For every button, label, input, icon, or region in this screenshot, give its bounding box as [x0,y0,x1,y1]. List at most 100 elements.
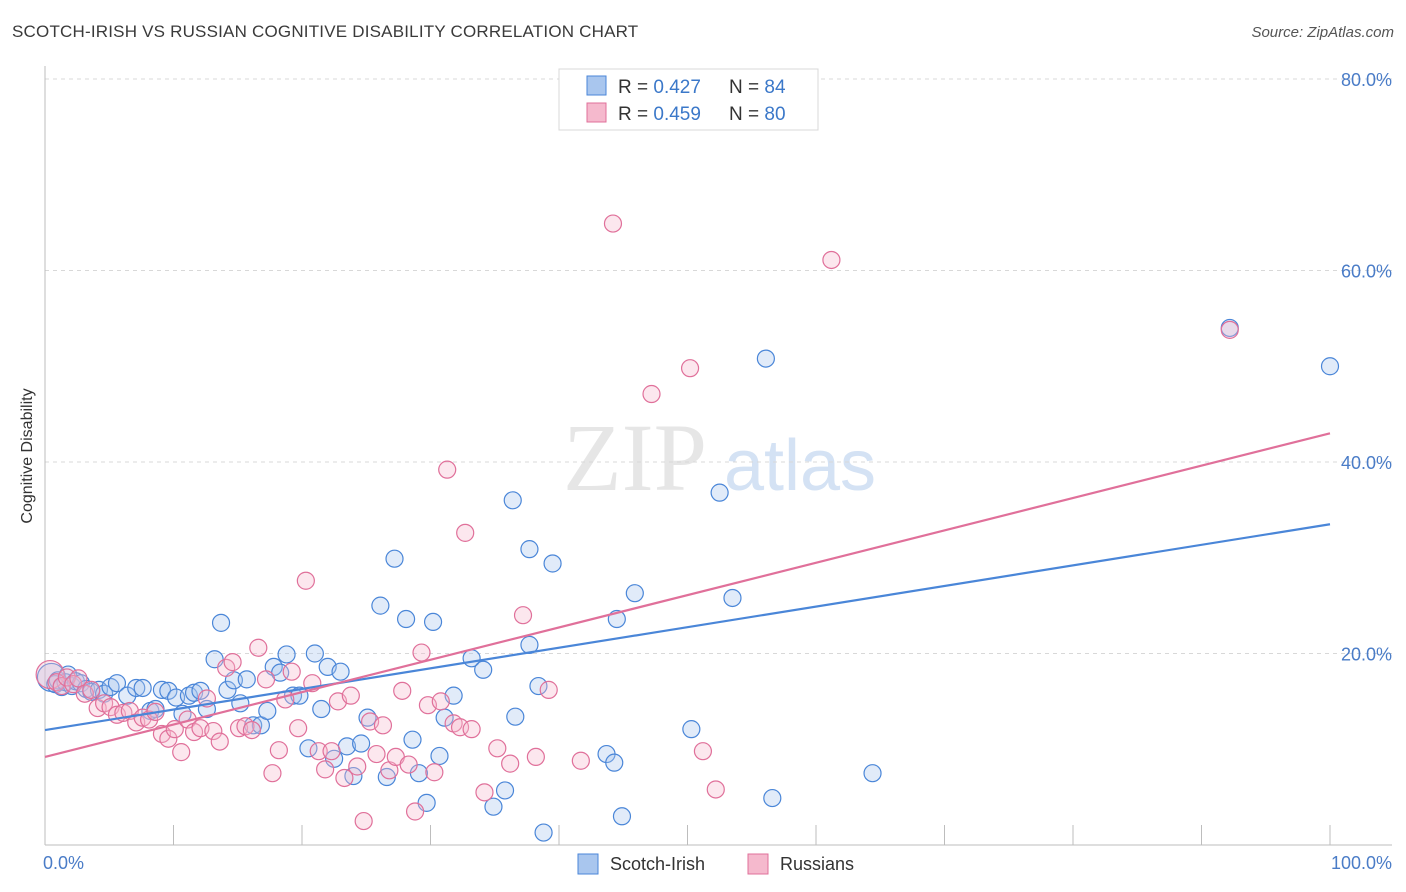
russians-point [706,780,725,799]
scotch-irish-point [506,707,525,726]
russians-point [539,680,558,699]
bottom-swatch-russians [747,853,769,875]
scotch-irish-point [299,739,318,758]
russians-point [69,669,88,688]
scotch-irish-point [152,680,172,699]
russians-point [263,764,282,783]
scotch-irish-point [403,730,422,749]
russians-point [341,686,360,705]
russians-point [223,653,242,672]
scotch-irish-point [723,588,742,608]
trend-lines [44,432,1331,758]
russians-point [249,638,268,657]
russians-point [425,763,444,782]
russians-point [450,718,470,737]
series-legend: Scotch-Irish Russians [577,853,854,875]
russians-point [367,744,386,764]
scotch-irish-point [495,781,515,800]
legend-r-value-2: 0.459 [653,104,701,125]
scotch-irish-point [258,701,277,721]
scotch-irish-point [344,766,363,786]
russians-point [822,250,841,270]
scotch-irish-point [503,491,522,510]
russians-point [335,768,354,788]
tick-labels: 20.0% 40.0% 60.0% 80.0% 0.0% 100.0% [43,70,1392,873]
russians-point [431,692,450,711]
watermark-zip: ZIP [563,404,707,511]
scotch-irish-point [352,734,371,753]
legend-r-value-1: 0.427 [653,77,701,98]
scotch-irish-point [534,823,553,842]
y-tick-label: 40.0% [1341,453,1392,473]
russians-point [501,754,520,773]
bottom-swatch-scotch-irish [577,853,599,875]
russians-point [289,719,308,738]
russians-point [269,741,288,760]
scotch-irish-point [107,674,127,693]
russians-point [348,757,367,776]
chart-title: SCOTCH-IRISH VS RUSSIAN COGNITIVE DISABI… [12,22,639,41]
scotch-irish-point [682,720,701,739]
legend-n-label-1: N = [729,77,764,98]
scotch-irish-point [305,644,324,663]
watermark-atlas: atlas [724,426,876,506]
legend-swatch-scotch-irish [586,75,607,96]
scotch-irish-point [430,746,449,766]
russians-point [82,680,101,699]
russians-point [373,716,393,735]
scotch-irish-point [371,596,390,615]
scotch-irish-point [763,788,782,808]
russians-point [309,742,328,761]
scotch-irish-point [423,612,443,632]
russians-point [475,783,494,802]
russians-points [35,214,1239,831]
russians-point [488,739,507,758]
svg-text:R = 0.459: R = 0.459 [618,104,701,125]
y-tick-label: 60.0% [1341,262,1392,282]
legend-n-label-2: N = [729,104,764,125]
legend-n-value-1: 84 [764,77,786,98]
russians-point [256,670,276,689]
scotch-irish-point [625,584,644,603]
x-tick-label-start: 0.0% [43,853,84,873]
legend-r-label-1: R = [618,77,653,98]
scotch-irish-point [133,678,152,698]
legend-swatch-russians [586,102,607,123]
russians-point [405,802,425,821]
russians-point [603,214,623,233]
russians-point [322,742,341,761]
stats-legend: R = 0.427 N = 84 R = 0.459 N = 80 [558,68,819,131]
russians-point [210,732,229,751]
russians-point [393,681,412,700]
scotch-irish-point [277,645,296,664]
scotch-irish-point [312,699,331,719]
svg-text:N = 84: N = 84 [729,77,786,98]
scotch-irish-point [179,686,199,705]
scotch-irish-point [863,764,882,783]
russians-point [571,751,590,770]
legend-n-value-2: 80 [764,104,785,125]
russians-point [399,755,418,774]
scotch-irish-point [543,554,562,573]
scotch-irish-point [612,807,632,826]
x-tick-label-end: 100.0% [1331,853,1392,873]
scotch-irish-point [529,676,548,696]
axes [44,66,1392,846]
source-credit: Source: ZipAtlas.com [1251,24,1394,41]
y-tick-label: 20.0% [1341,645,1392,665]
scotch-irish-point [1320,357,1340,376]
russians-point [513,606,533,625]
russians-point [316,760,335,779]
scotch-irish-point [484,797,503,816]
russians-trend-line [44,432,1331,758]
russians-point [456,523,475,542]
scotch-irish-point [520,540,539,559]
russians-point [204,721,223,741]
scotch-irish-point [474,660,493,679]
scotch-irish-point [756,349,775,368]
scotch-irish-points [36,318,1340,842]
scotch-irish-point [385,549,404,568]
scotch-irish-point [127,678,146,698]
russians-point [438,460,457,479]
